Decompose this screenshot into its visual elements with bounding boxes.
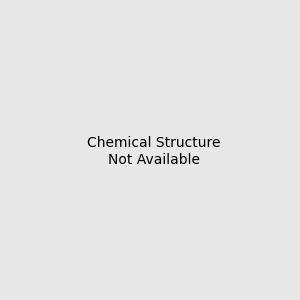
Text: Chemical Structure
Not Available: Chemical Structure Not Available [87, 136, 220, 166]
